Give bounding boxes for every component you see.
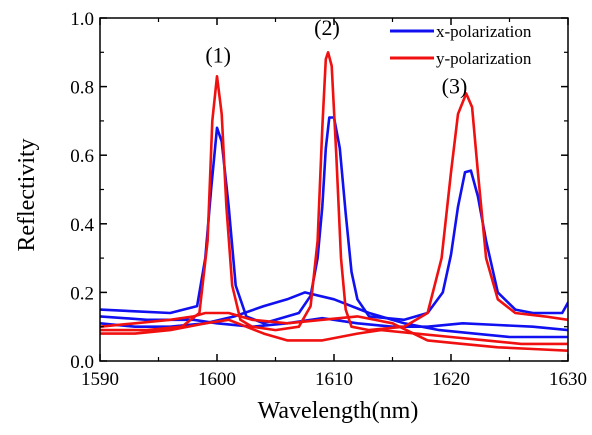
y-tick-label: 0.4 bbox=[70, 215, 94, 236]
peak-label-3: (3) bbox=[442, 73, 468, 98]
y-tick-label: 0.2 bbox=[70, 283, 94, 304]
legend: x-polarization y-polarization bbox=[390, 22, 532, 68]
peak-label-2: (2) bbox=[314, 15, 340, 40]
x-tick-label: 1610 bbox=[315, 369, 353, 390]
x-axis-title: Wavelength(nm) bbox=[258, 398, 419, 424]
x-tick-label: 1590 bbox=[81, 369, 119, 390]
series-line-y-polarization-1 bbox=[100, 50, 568, 332]
y-tick-label: 0.8 bbox=[70, 78, 94, 99]
peak-annotations: (1) (2) (3) bbox=[205, 15, 467, 98]
series-line-y-polarization-3 bbox=[100, 318, 568, 346]
x-tick-label: 1600 bbox=[198, 369, 236, 390]
series-line-y-polarization-2 bbox=[100, 311, 568, 353]
y-tick-label: 0.0 bbox=[70, 352, 94, 373]
series-line-x-polarization-2 bbox=[100, 315, 568, 332]
legend-label-y-polarization: y-polarization bbox=[436, 49, 532, 68]
legend-label-x-polarization: x-polarization bbox=[436, 22, 532, 41]
peak-label-1: (1) bbox=[205, 43, 231, 68]
series-line-x-polarization-1 bbox=[100, 116, 568, 325]
y-axis-title: Reflectivity bbox=[14, 138, 40, 251]
y-tick-label: 1.0 bbox=[70, 9, 94, 30]
y-tick-label: 0.6 bbox=[70, 146, 94, 167]
axis-layer: 1590 1600 1610 1620 1630 0.0 0.2 0.4 0.6 0.8 1.0 bbox=[70, 9, 587, 390]
series-layer bbox=[100, 50, 568, 353]
x-tick-label: 1620 bbox=[432, 369, 470, 390]
x-tick-label: 1630 bbox=[549, 369, 587, 390]
